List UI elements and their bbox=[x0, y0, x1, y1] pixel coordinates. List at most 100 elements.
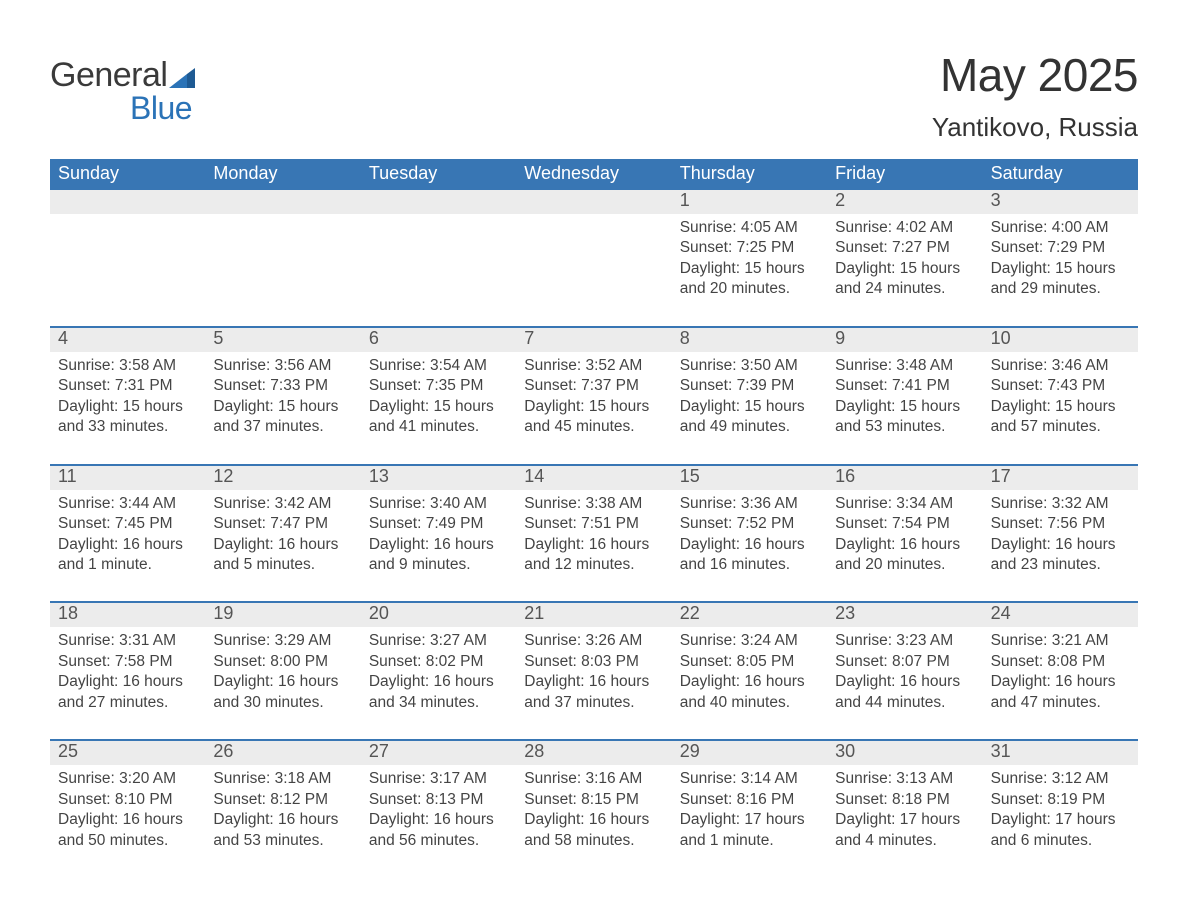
day-data-line: Daylight: 15 hours and 53 minutes. bbox=[835, 397, 974, 438]
day-data-line: Daylight: 16 hours and 37 minutes. bbox=[524, 672, 663, 713]
day-data: Sunrise: 3:38 AMSunset: 7:51 PMDaylight:… bbox=[516, 490, 671, 602]
day-data bbox=[50, 214, 205, 326]
day-number: 31 bbox=[983, 741, 1138, 765]
day-data-line: Sunset: 8:10 PM bbox=[58, 790, 197, 810]
day-data-line: Daylight: 17 hours and 1 minute. bbox=[680, 810, 819, 851]
week-daynum-row: 25262728293031 bbox=[50, 739, 1138, 765]
week-daydata-row: Sunrise: 3:44 AMSunset: 7:45 PMDaylight:… bbox=[50, 490, 1138, 602]
day-data-line: Daylight: 15 hours and 24 minutes. bbox=[835, 259, 974, 300]
day-number: 13 bbox=[361, 466, 516, 490]
day-data-line: Daylight: 17 hours and 4 minutes. bbox=[835, 810, 974, 851]
day-data-line: Sunrise: 3:17 AM bbox=[369, 769, 508, 789]
brand-mark-icon bbox=[169, 68, 195, 88]
day-data-line: Sunset: 7:56 PM bbox=[991, 514, 1130, 534]
day-data-line: Sunset: 8:16 PM bbox=[680, 790, 819, 810]
day-number: 19 bbox=[205, 603, 360, 627]
day-data-line: Sunrise: 3:31 AM bbox=[58, 631, 197, 651]
day-data: Sunrise: 3:36 AMSunset: 7:52 PMDaylight:… bbox=[672, 490, 827, 602]
day-number: 24 bbox=[983, 603, 1138, 627]
title-block: May 2025 Yantikovo, Russia bbox=[932, 48, 1138, 143]
day-data-line: Sunset: 7:35 PM bbox=[369, 376, 508, 396]
day-data-line: Sunset: 7:43 PM bbox=[991, 376, 1130, 396]
week-daynum-row: 45678910 bbox=[50, 326, 1138, 352]
day-number: 8 bbox=[672, 328, 827, 352]
day-data-line: Sunrise: 3:32 AM bbox=[991, 494, 1130, 514]
day-number: 9 bbox=[827, 328, 982, 352]
day-data-line: Sunset: 7:25 PM bbox=[680, 238, 819, 258]
month-title: May 2025 bbox=[932, 48, 1138, 102]
day-data-line: Sunrise: 3:38 AM bbox=[524, 494, 663, 514]
weekday-header: Saturday bbox=[983, 159, 1138, 190]
day-data: Sunrise: 3:13 AMSunset: 8:18 PMDaylight:… bbox=[827, 765, 982, 877]
day-data: Sunrise: 3:50 AMSunset: 7:39 PMDaylight:… bbox=[672, 352, 827, 464]
day-data: Sunrise: 3:27 AMSunset: 8:02 PMDaylight:… bbox=[361, 627, 516, 739]
day-data-line: Daylight: 16 hours and 30 minutes. bbox=[213, 672, 352, 713]
day-data-line: Daylight: 15 hours and 29 minutes. bbox=[991, 259, 1130, 300]
day-data-line: Sunset: 8:08 PM bbox=[991, 652, 1130, 672]
day-data-line: Daylight: 16 hours and 44 minutes. bbox=[835, 672, 974, 713]
day-data-line: Sunrise: 4:02 AM bbox=[835, 218, 974, 238]
week-daydata-row: Sunrise: 3:20 AMSunset: 8:10 PMDaylight:… bbox=[50, 765, 1138, 877]
day-data-line: Sunrise: 3:44 AM bbox=[58, 494, 197, 514]
day-data-line: Sunrise: 3:42 AM bbox=[213, 494, 352, 514]
day-data-line: Sunset: 7:49 PM bbox=[369, 514, 508, 534]
day-data: Sunrise: 3:32 AMSunset: 7:56 PMDaylight:… bbox=[983, 490, 1138, 602]
day-data-line: Sunrise: 3:18 AM bbox=[213, 769, 352, 789]
day-data: Sunrise: 3:16 AMSunset: 8:15 PMDaylight:… bbox=[516, 765, 671, 877]
day-number: 21 bbox=[516, 603, 671, 627]
day-data-line: Daylight: 15 hours and 45 minutes. bbox=[524, 397, 663, 438]
day-data-line: Sunrise: 3:13 AM bbox=[835, 769, 974, 789]
day-data-line: Sunrise: 4:00 AM bbox=[991, 218, 1130, 238]
day-data-line: Sunset: 8:00 PM bbox=[213, 652, 352, 672]
day-data-line: Sunrise: 3:54 AM bbox=[369, 356, 508, 376]
day-number bbox=[516, 190, 671, 214]
day-data-line: Daylight: 16 hours and 50 minutes. bbox=[58, 810, 197, 851]
day-data-line: Sunrise: 3:14 AM bbox=[680, 769, 819, 789]
day-data-line: Sunset: 7:51 PM bbox=[524, 514, 663, 534]
day-data-line: Sunrise: 3:29 AM bbox=[213, 631, 352, 651]
day-data-line: Sunset: 7:41 PM bbox=[835, 376, 974, 396]
day-data: Sunrise: 3:31 AMSunset: 7:58 PMDaylight:… bbox=[50, 627, 205, 739]
day-data-line: Sunrise: 3:12 AM bbox=[991, 769, 1130, 789]
day-number: 14 bbox=[516, 466, 671, 490]
day-data-line: Sunrise: 3:40 AM bbox=[369, 494, 508, 514]
day-data-line: Sunset: 8:07 PM bbox=[835, 652, 974, 672]
day-data: Sunrise: 3:34 AMSunset: 7:54 PMDaylight:… bbox=[827, 490, 982, 602]
day-number: 20 bbox=[361, 603, 516, 627]
day-data-line: Sunset: 7:27 PM bbox=[835, 238, 974, 258]
day-data-line: Sunset: 8:19 PM bbox=[991, 790, 1130, 810]
day-data-line: Sunset: 8:02 PM bbox=[369, 652, 508, 672]
day-number: 22 bbox=[672, 603, 827, 627]
day-number: 16 bbox=[827, 466, 982, 490]
header: General Blue May 2025 Yantikovo, Russia bbox=[50, 48, 1138, 143]
week-daydata-row: Sunrise: 3:58 AMSunset: 7:31 PMDaylight:… bbox=[50, 352, 1138, 464]
day-number: 5 bbox=[205, 328, 360, 352]
day-data-line: Daylight: 15 hours and 20 minutes. bbox=[680, 259, 819, 300]
day-data-line: Sunrise: 4:05 AM bbox=[680, 218, 819, 238]
brand-word-1: General bbox=[50, 58, 167, 92]
day-data: Sunrise: 3:29 AMSunset: 8:00 PMDaylight:… bbox=[205, 627, 360, 739]
day-data: Sunrise: 3:26 AMSunset: 8:03 PMDaylight:… bbox=[516, 627, 671, 739]
day-data-line: Sunrise: 3:20 AM bbox=[58, 769, 197, 789]
day-data-line: Sunrise: 3:36 AM bbox=[680, 494, 819, 514]
day-data: Sunrise: 3:56 AMSunset: 7:33 PMDaylight:… bbox=[205, 352, 360, 464]
day-data: Sunrise: 3:46 AMSunset: 7:43 PMDaylight:… bbox=[983, 352, 1138, 464]
day-data-line: Daylight: 16 hours and 34 minutes. bbox=[369, 672, 508, 713]
week-daynum-row: 18192021222324 bbox=[50, 601, 1138, 627]
location-label: Yantikovo, Russia bbox=[932, 112, 1138, 143]
day-data-line: Sunrise: 3:52 AM bbox=[524, 356, 663, 376]
day-data-line: Sunset: 7:47 PM bbox=[213, 514, 352, 534]
day-data-line: Sunset: 7:54 PM bbox=[835, 514, 974, 534]
day-data: Sunrise: 3:12 AMSunset: 8:19 PMDaylight:… bbox=[983, 765, 1138, 877]
day-number: 17 bbox=[983, 466, 1138, 490]
day-number bbox=[361, 190, 516, 214]
day-data-line: Sunset: 8:13 PM bbox=[369, 790, 508, 810]
day-data-line: Daylight: 15 hours and 37 minutes. bbox=[213, 397, 352, 438]
weekday-header: Friday bbox=[827, 159, 982, 190]
day-data-line: Daylight: 16 hours and 9 minutes. bbox=[369, 535, 508, 576]
day-data-line: Sunrise: 3:21 AM bbox=[991, 631, 1130, 651]
day-data bbox=[361, 214, 516, 326]
day-data: Sunrise: 3:42 AMSunset: 7:47 PMDaylight:… bbox=[205, 490, 360, 602]
day-data: Sunrise: 3:23 AMSunset: 8:07 PMDaylight:… bbox=[827, 627, 982, 739]
day-data-line: Sunrise: 3:56 AM bbox=[213, 356, 352, 376]
